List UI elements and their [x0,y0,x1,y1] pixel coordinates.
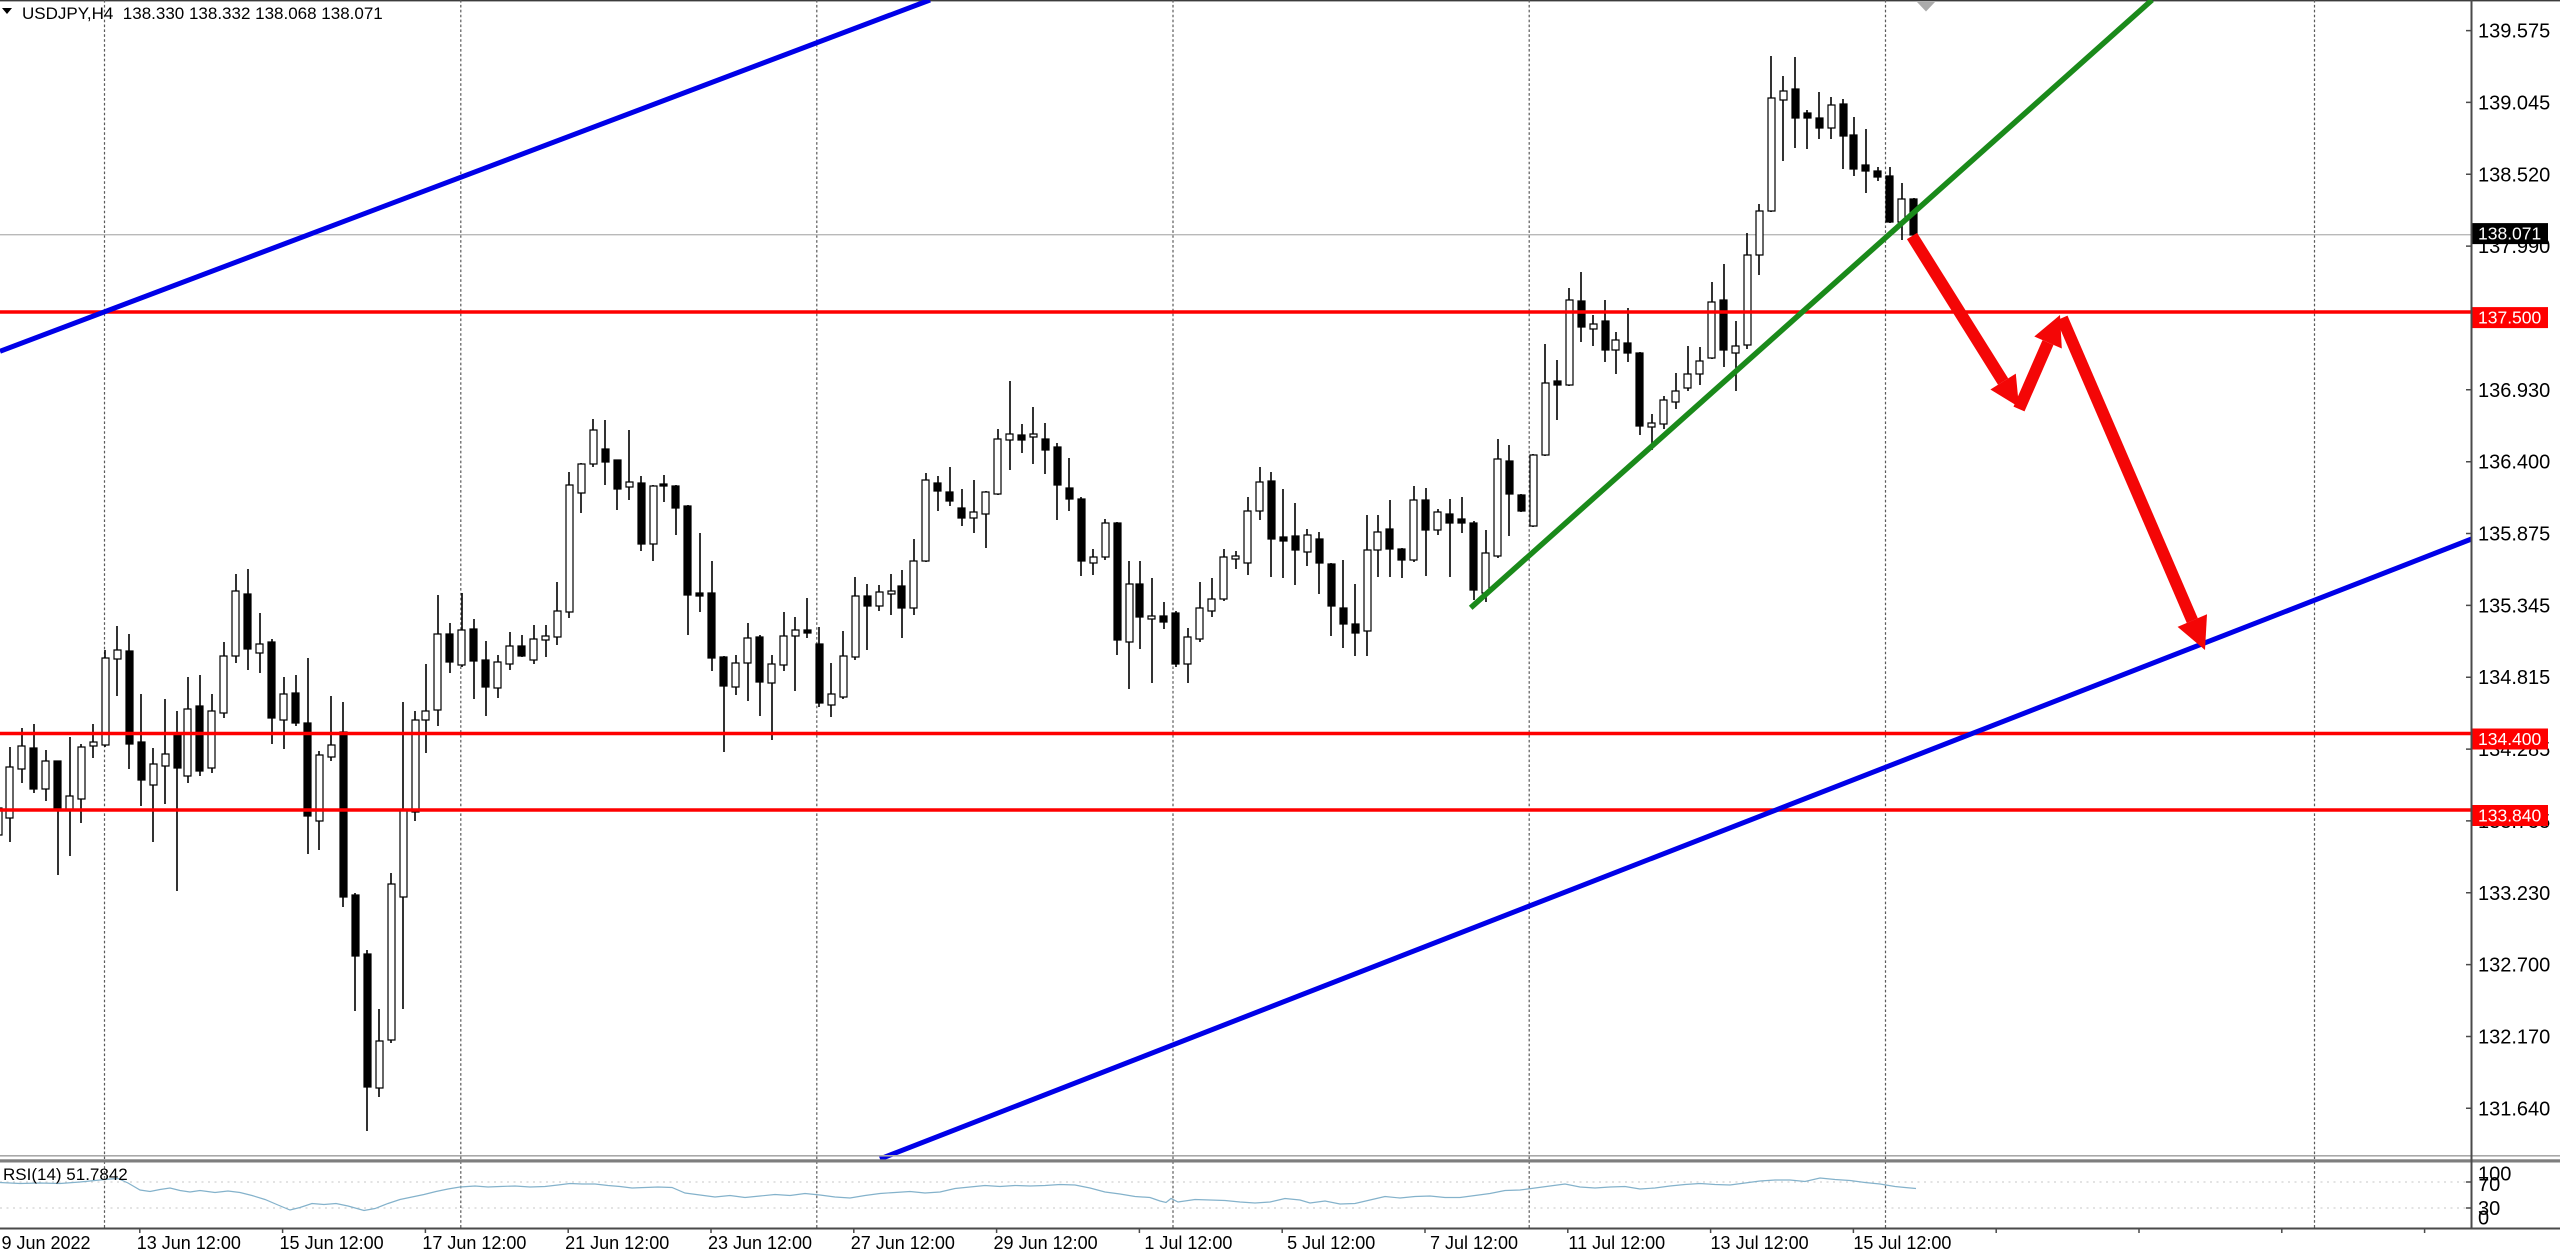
svg-text:135.345: 135.345 [2478,595,2550,617]
svg-text:131.640: 131.640 [2478,1098,2550,1120]
svg-text:134.400: 134.400 [2478,729,2542,749]
svg-text:13 Jun 12:00: 13 Jun 12:00 [137,1233,241,1253]
svg-text:139.575: 139.575 [2478,21,2550,43]
svg-text:132.700: 132.700 [2478,955,2550,977]
svg-text:9 Jun 2022: 9 Jun 2022 [1,1233,90,1253]
svg-text:135.875: 135.875 [2478,524,2550,546]
svg-text:133.840: 133.840 [2478,806,2542,826]
svg-text:11 Jul 12:00: 11 Jul 12:00 [1568,1233,1665,1253]
svg-text:136.930: 136.930 [2478,380,2550,402]
svg-text:30: 30 [2478,1198,2500,1220]
svg-text:17 Jun 12:00: 17 Jun 12:00 [422,1233,526,1253]
svg-text:23 Jun 12:00: 23 Jun 12:00 [708,1233,812,1253]
svg-text:5 Jul 12:00: 5 Jul 12:00 [1287,1233,1375,1253]
svg-text:15 Jun 12:00: 15 Jun 12:00 [280,1233,384,1253]
svg-text:137.500: 137.500 [2478,308,2542,328]
svg-text:29 Jun 12:00: 29 Jun 12:00 [994,1233,1098,1253]
svg-text:136.400: 136.400 [2478,452,2550,474]
svg-text:138.071: 138.071 [2478,224,2541,244]
svg-text:RSI(14) 51.7842: RSI(14) 51.7842 [3,1165,128,1184]
svg-text:15 Jul 12:00: 15 Jul 12:00 [1853,1233,1951,1253]
svg-text:7 Jul 12:00: 7 Jul 12:00 [1430,1233,1518,1253]
svg-text:0: 0 [2478,1208,2489,1230]
svg-text:USDJPY,H4 138.330 138.332 138: USDJPY,H4 138.330 138.332 138.068 138.07… [22,4,383,23]
svg-text:1 Jul 12:00: 1 Jul 12:00 [1144,1233,1232,1253]
svg-text:21 Jun 12:00: 21 Jun 12:00 [565,1233,669,1253]
svg-text:134.815: 134.815 [2478,667,2550,689]
svg-text:132.170: 132.170 [2478,1027,2550,1049]
svg-text:100: 100 [2478,1163,2511,1185]
svg-text:27 Jun 12:00: 27 Jun 12:00 [851,1233,955,1253]
svg-text:138.520: 138.520 [2478,164,2550,186]
svg-text:70: 70 [2478,1174,2500,1196]
svg-text:13 Jul 12:00: 13 Jul 12:00 [1711,1233,1809,1253]
svg-text:133.230: 133.230 [2478,883,2550,905]
svg-text:139.045: 139.045 [2478,92,2550,114]
